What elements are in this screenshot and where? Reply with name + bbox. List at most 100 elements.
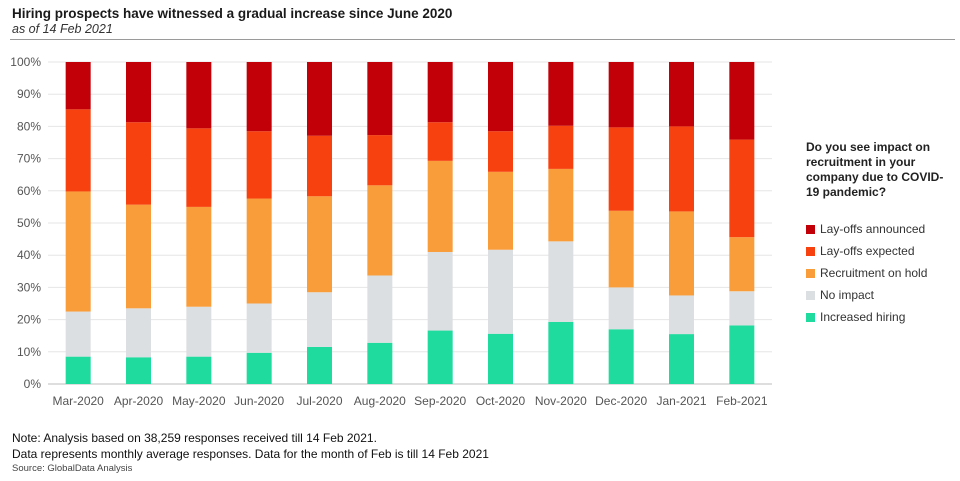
bar-segment [186,128,212,207]
bar-segment [548,321,574,384]
y-tick-label: 80% [17,119,41,133]
bar-segment [729,291,755,326]
bar-segment [669,62,694,127]
bar-segment [126,122,151,205]
note-line-2: Data represents monthly average response… [12,447,489,461]
legend-item: Lay-offs expected [806,240,956,262]
y-tick-label: 0% [24,377,42,391]
bar-segment [548,62,574,126]
legend-swatch [806,246,815,256]
bar-segment [608,127,634,211]
bar-segment [367,62,393,136]
bar-segment [488,62,513,132]
x-tick-label: Jan-2021 [656,394,706,408]
legend-item: No impact [806,284,956,306]
stacked-bar-chart: 0% 10% 20% 30% 40% 50% 60% 70% 80% 90% 100% Mar-202… [10,55,772,408]
legend-item: Increased hiring [806,306,956,328]
bar-segment [186,356,212,384]
bar-segment [608,329,634,384]
legend-title: Do you see impact on recruitment in your… [806,140,944,199]
bar-segment [548,241,574,322]
x-tick-label: Dec-2020 [595,394,647,408]
bar-segment [729,325,755,384]
bar-segment [608,287,634,330]
footnotes: Note: Analysis based on 38,259 responses… [12,430,489,476]
y-tick-label: 10% [17,345,41,359]
bar-segment [427,62,453,123]
bar-segment [307,292,332,347]
bar-segment [669,126,694,212]
x-tick-label: Jul-2020 [296,394,342,408]
bar-segment [307,346,332,384]
y-tick-label: 40% [17,248,41,262]
x-tick-label: May-2020 [172,394,226,408]
bar-segment [246,131,272,199]
bar-segment [246,198,272,304]
bar-segment [729,139,755,238]
bar-segment [126,308,151,358]
bar-segment [126,204,151,309]
legend-label: Lay-offs announced [820,222,926,236]
bar-segment [367,275,393,343]
bar-segment [307,135,332,197]
x-tick-label: Mar-2020 [52,394,104,408]
y-tick-label: 70% [17,152,41,166]
bar-segment [488,249,513,334]
bar-segment [427,122,453,161]
legend-label: Recruitment on hold [820,266,928,280]
x-tick-label: Jun-2020 [234,394,284,408]
legend-label: Increased hiring [820,310,906,324]
y-tick-label: 50% [17,216,41,230]
y-tick-label: 90% [17,87,41,101]
bar-segment [307,196,332,293]
legend-swatch [806,268,815,278]
bar-segment [246,62,272,132]
bar-segment [126,62,151,123]
y-tick-label: 20% [17,313,41,327]
bar-segment [427,251,453,331]
bar-segment [246,303,272,353]
bar-segment [669,295,694,335]
bar-segment [307,62,332,136]
bar-segment [65,311,91,357]
legend-item: Recruitment on hold [806,262,956,284]
bar-segment [427,330,453,384]
bar-segment [427,160,453,252]
bar-segment [548,168,574,242]
legend-swatch [806,312,815,322]
bar-segment [126,357,151,384]
bar-segment [65,356,91,384]
y-tick-label: 30% [17,280,41,294]
legend-item: Lay-offs announced [806,218,956,240]
chart-subtitle: as of 14 Feb 2021 [12,22,113,36]
chart-title: Hiring prospects have witnessed a gradua… [12,6,453,21]
bar-segment [729,237,755,292]
header-divider [10,39,955,40]
x-tick-label: Oct-2020 [476,394,526,408]
note-line-1: Note: Analysis based on 38,259 responses… [12,431,377,445]
bar-segment [669,211,694,296]
legend-swatch [806,224,815,234]
legend-swatch [806,290,815,300]
x-tick-label: Sep-2020 [414,394,466,408]
bar-segment [608,210,634,288]
bar-segment [488,131,513,172]
source-note: Source: GlobalData Analysis [12,463,133,474]
y-tick-label: 60% [17,184,41,198]
bar-segment [367,135,393,186]
bar-segment [65,62,91,110]
bar-segment [729,62,755,140]
x-tick-label: Feb-2021 [716,394,768,408]
bar-segment [669,334,694,384]
bar-segment [367,342,393,384]
bar-segment [246,352,272,384]
bar-segment [548,125,574,169]
bar-segment [367,185,393,276]
x-tick-label: Aug-2020 [354,394,406,408]
bar-segment [488,171,513,250]
bar-segment [186,62,212,129]
bar-segment [65,191,91,312]
x-tick-label: Nov-2020 [535,394,587,408]
legend-label: No impact [820,288,875,302]
bar-segment [186,306,212,357]
